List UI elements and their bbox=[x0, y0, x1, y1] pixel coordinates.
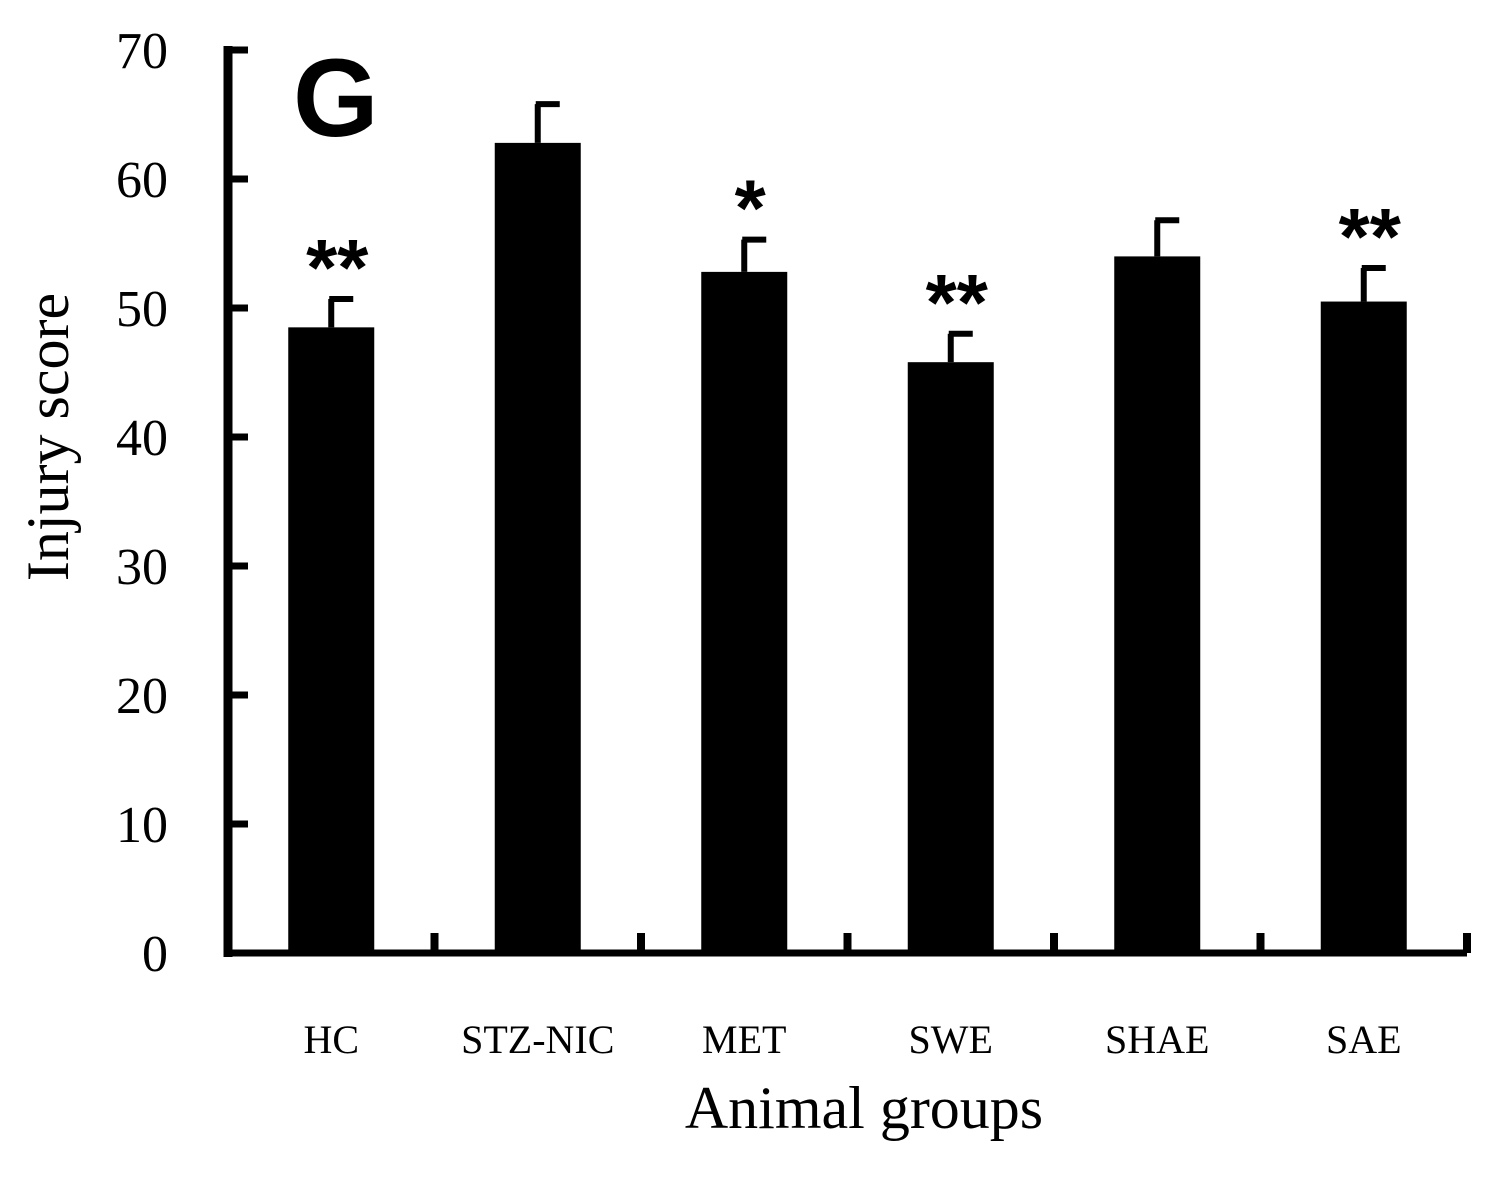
y-ticks: 0 10 20 30 40 50 60 70 bbox=[116, 23, 248, 983]
error-bar bbox=[328, 295, 354, 328]
x-tick-label: HC bbox=[303, 1017, 359, 1062]
significance-marker: ** bbox=[926, 258, 989, 347]
y-tick-label: 70 bbox=[116, 23, 168, 80]
bar-shae bbox=[1114, 256, 1201, 953]
x-ticks bbox=[430, 933, 1471, 953]
x-tick-label: MET bbox=[702, 1017, 786, 1062]
x-axis-title: Animal groups bbox=[685, 1075, 1043, 1141]
bar-swe bbox=[907, 362, 994, 953]
bar-stz-nic bbox=[494, 142, 581, 953]
bar-met bbox=[701, 271, 788, 953]
x-tick-label: STZ-NIC bbox=[461, 1017, 614, 1062]
y-tick-label: 40 bbox=[116, 410, 168, 467]
error-bars bbox=[328, 101, 1386, 363]
bar-sae bbox=[1320, 301, 1407, 953]
panel-label: G bbox=[293, 37, 379, 160]
x-tick-label: SHAE bbox=[1105, 1017, 1209, 1062]
y-tick-label: 0 bbox=[142, 926, 168, 983]
significance-marker: * bbox=[735, 164, 767, 253]
x-tick-label: SWE bbox=[909, 1017, 993, 1062]
error-bar bbox=[1360, 265, 1386, 302]
error-bar bbox=[741, 236, 767, 272]
y-tick-label: 10 bbox=[116, 797, 168, 854]
y-axis-title: Injury score bbox=[15, 293, 81, 581]
bar-hc bbox=[288, 327, 375, 954]
error-bar bbox=[1154, 217, 1180, 257]
x-tick-label: SAE bbox=[1326, 1017, 1402, 1062]
bars bbox=[288, 142, 1407, 954]
y-tick-label: 20 bbox=[116, 668, 168, 725]
significance-labels: ******* bbox=[306, 164, 1402, 347]
error-bar bbox=[947, 330, 973, 363]
y-tick-label: 30 bbox=[116, 539, 168, 596]
significance-marker: ** bbox=[1339, 192, 1402, 281]
y-tick-label: 50 bbox=[116, 281, 168, 338]
category-labels: HC STZ-NIC MET SWE SHAE SAE bbox=[303, 1017, 1401, 1062]
significance-marker: ** bbox=[306, 223, 369, 312]
y-tick-label: 60 bbox=[116, 152, 168, 209]
axes bbox=[223, 46, 1467, 957]
error-bar bbox=[534, 101, 560, 143]
